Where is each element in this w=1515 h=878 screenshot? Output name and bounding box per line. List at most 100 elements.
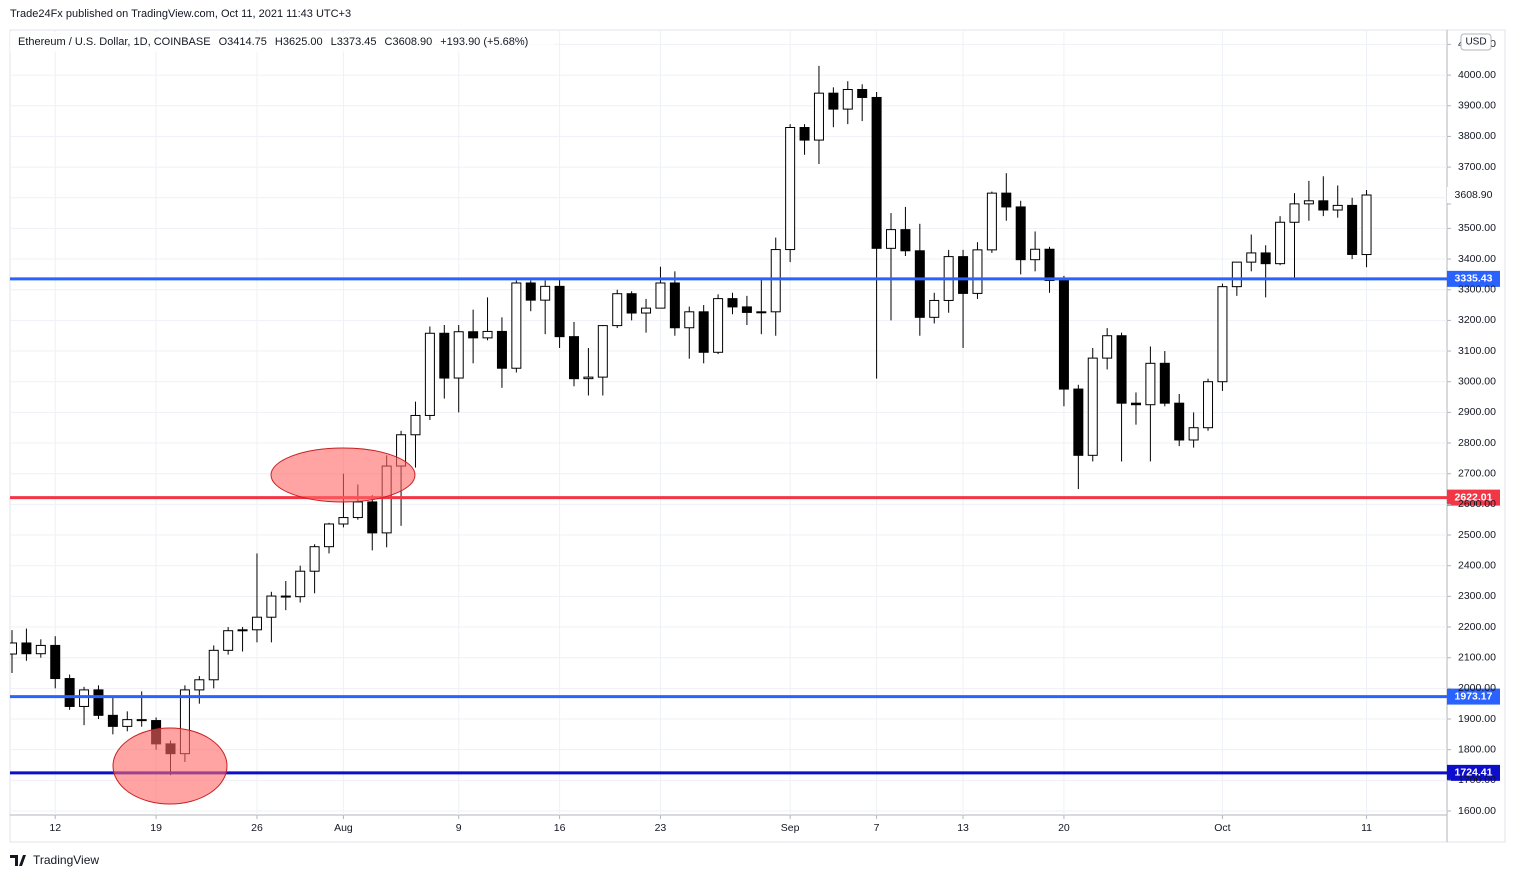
x-tick-label: Oct [1214, 822, 1230, 834]
x-tick-label: 12 [49, 822, 61, 834]
symbol-title: Ethereum / U.S. Dollar, 1D, COINBASE [18, 36, 211, 48]
candle-body [669, 282, 680, 329]
y-tick-label: 4000.00 [1458, 69, 1496, 81]
candle-body [424, 332, 435, 416]
candles [10, 65, 1372, 776]
level-price-box [1447, 764, 1500, 781]
candle-body [857, 88, 868, 98]
candle-body [1318, 200, 1329, 211]
level-price-label: 1724.41 [1455, 767, 1493, 779]
y-tick-label: 2200.00 [1458, 621, 1496, 633]
candle-body [21, 642, 32, 655]
y-tick-label: 2800.00 [1458, 437, 1496, 449]
candle-body [1087, 357, 1098, 456]
currency-label: USD [1465, 37, 1486, 48]
candle-body [1188, 427, 1199, 441]
level-price-box [1447, 270, 1500, 287]
candle-body [453, 331, 464, 379]
candle-body [64, 678, 75, 707]
candle-body [295, 570, 306, 598]
axes: 1600.00 1700.00 1800.00 1900.00 2000.00 2100.… [49, 38, 1500, 834]
footer-brand: TradingView [33, 853, 99, 867]
annotations [112, 447, 416, 805]
y-tick-label: 3900.00 [1458, 100, 1496, 112]
candle-body [756, 311, 767, 314]
x-tick-label: 23 [655, 822, 667, 834]
tradingview-logo [10, 855, 26, 866]
x-tick-label: 7 [874, 822, 880, 834]
candle-body [352, 501, 363, 519]
candle-body [1130, 402, 1141, 406]
candle-body [583, 376, 594, 380]
candle-body [568, 336, 579, 380]
y-tick-label: 2400.00 [1458, 559, 1496, 571]
candle-body [540, 285, 551, 301]
candle-body [280, 595, 291, 598]
candle-body [1015, 206, 1026, 261]
y-tick-label: 1600.00 [1458, 805, 1496, 817]
candle-body [828, 92, 839, 110]
candle-body [1217, 286, 1228, 383]
y-tick-label: 2000.00 [1458, 682, 1496, 694]
candle-body [482, 330, 493, 339]
y-tick-label: 2900.00 [1458, 406, 1496, 418]
y-tick-label: 2600.00 [1458, 498, 1496, 510]
candle-body [626, 293, 637, 314]
candle-body [1275, 221, 1286, 265]
candle-body [1058, 280, 1069, 390]
candle-body [324, 523, 335, 548]
candle-body [35, 644, 46, 655]
y-tick-label: 3400.00 [1458, 253, 1496, 265]
candle-body [1347, 204, 1358, 255]
y-tick-label: 1700.00 [1458, 774, 1496, 786]
candle-body [1203, 381, 1214, 429]
candle-body [1174, 402, 1185, 441]
y-tick-label: 3500.00 [1458, 222, 1496, 234]
x-tick-label: 19 [150, 822, 162, 834]
candle-body [122, 719, 133, 727]
candle-body [799, 127, 810, 141]
candle-body [367, 501, 378, 534]
x-tick-label: 13 [957, 822, 969, 834]
y-tick-label: 3100.00 [1458, 345, 1496, 357]
ohlc-value: L3373.45 [331, 36, 377, 48]
candle-body [886, 229, 897, 249]
last-price-box [1447, 187, 1500, 204]
candle-body [684, 311, 695, 329]
candle-body [1102, 335, 1113, 359]
candle-body [727, 298, 738, 308]
candle-body [1044, 248, 1055, 282]
candle-body [496, 330, 507, 369]
candle-body [1246, 252, 1257, 263]
y-tick-label: 1900.00 [1458, 713, 1496, 725]
candle-body [1260, 252, 1271, 265]
candle-body [1073, 388, 1084, 456]
candle-body [468, 331, 479, 339]
candle-body [958, 256, 969, 294]
candle-body [612, 293, 623, 327]
y-tick-label: 2100.00 [1458, 651, 1496, 663]
candle-body [900, 229, 911, 252]
candle-body [842, 88, 853, 110]
candle-body [1030, 248, 1041, 261]
candle-body [237, 629, 248, 632]
candle-body [194, 679, 205, 691]
candle-body [929, 299, 940, 318]
y-tick-label: 3300.00 [1458, 284, 1496, 296]
candle-body [223, 630, 234, 651]
candle-body [1289, 203, 1300, 223]
candle-body [107, 714, 118, 727]
candle-body [741, 306, 752, 313]
x-tick-label: 16 [554, 822, 566, 834]
candle-body [554, 285, 565, 338]
y-tick-label: 3000.00 [1458, 375, 1496, 387]
highlight-ellipse [112, 727, 228, 805]
level-price-label: 1973.17 [1455, 690, 1493, 702]
candle-body [1116, 335, 1127, 404]
y-tick-label: 1800.00 [1458, 743, 1496, 755]
candle-body [266, 595, 277, 618]
y-tick-label: 3800.00 [1458, 130, 1496, 142]
candle-body [1001, 192, 1012, 208]
